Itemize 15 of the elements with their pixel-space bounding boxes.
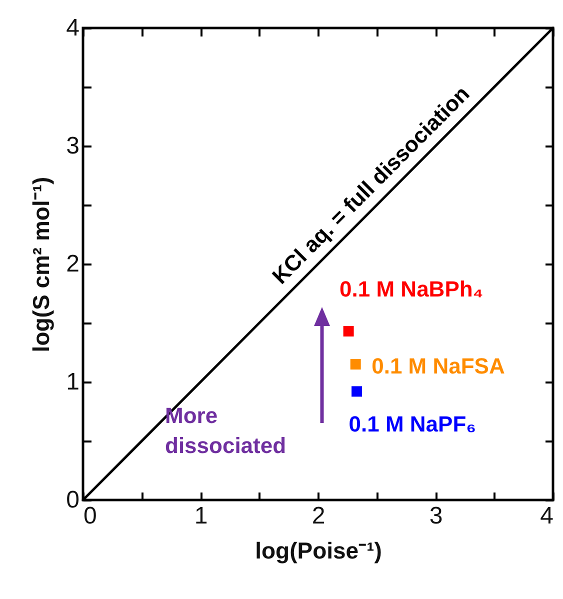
y-tick-label: 1 — [66, 368, 80, 396]
y-tick-label: 2 — [66, 250, 80, 278]
series-label: 0.1 M NaPF₆ — [348, 411, 476, 436]
x-axis-title: log(Poise⁻¹) — [255, 538, 382, 564]
annotation: More dissociated — [165, 403, 286, 458]
y-tick-label: 3 — [66, 132, 80, 160]
series-label: 0.1 M NaBPh₄ — [340, 276, 484, 302]
y-axis-title: log(S cm² mol⁻¹) — [28, 176, 54, 352]
y-tick-label: 4 — [66, 14, 80, 42]
x-tick-label: 2 — [312, 502, 326, 530]
series-label: 0.1 M NaFSA — [372, 353, 505, 378]
x-tick-label: 4 — [540, 502, 554, 530]
x-tick-label: 0 — [84, 502, 97, 530]
x-tick-label: 3 — [429, 502, 443, 530]
x-tick-label: 1 — [194, 502, 208, 530]
